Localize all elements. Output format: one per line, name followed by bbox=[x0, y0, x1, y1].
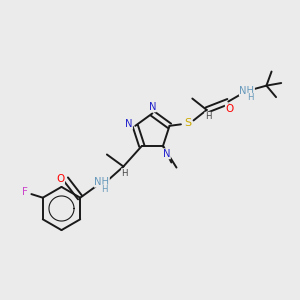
Text: H: H bbox=[102, 185, 108, 194]
Text: N: N bbox=[163, 149, 170, 159]
Text: O: O bbox=[225, 104, 234, 114]
Text: H: H bbox=[122, 169, 128, 178]
Text: F: F bbox=[22, 187, 28, 197]
Text: NH: NH bbox=[94, 177, 109, 187]
Text: S: S bbox=[184, 118, 192, 128]
Text: H: H bbox=[247, 93, 253, 102]
Text: NH: NH bbox=[239, 86, 254, 96]
Text: O: O bbox=[56, 173, 64, 184]
Text: N: N bbox=[125, 119, 132, 129]
Text: H: H bbox=[205, 112, 211, 121]
Text: N: N bbox=[149, 102, 156, 112]
